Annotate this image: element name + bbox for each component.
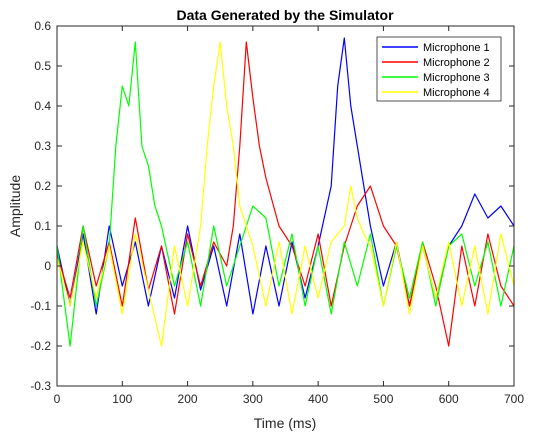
y-tick-label: 0.3 (34, 139, 51, 153)
x-tick-label: 600 (439, 392, 459, 406)
x-tick-label: 400 (308, 392, 328, 406)
plot-frame (56, 25, 515, 387)
y-axis-ticks: -0.3 -0.2 -0.1 0 0.1 0.2 0.3 0.4 0.5 0.6 (30, 19, 514, 393)
series-line-microphone-4 (56, 41, 515, 347)
x-tick-label: 0 (54, 392, 61, 406)
x-axis-label: Time (ms) (254, 415, 316, 431)
legend: Microphone 1 Microphone 2 Microphone 3 Micr… (376, 36, 502, 102)
y-tick-label: -0.2 (30, 339, 51, 353)
legend-label-1: Microphone 1 (423, 42, 490, 54)
y-tick-label: -0.3 (30, 379, 51, 393)
legend-label-4: Microphone 4 (423, 87, 490, 99)
y-tick-label: -0.1 (30, 299, 51, 313)
legend-label-2: Microphone 2 (423, 57, 490, 69)
legend-label-3: Microphone 3 (423, 72, 490, 84)
y-tick-label: 0.6 (34, 19, 51, 33)
series-line-microphone-2 (56, 41, 515, 347)
x-tick-label: 500 (373, 392, 393, 406)
y-tick-label: 0.1 (34, 219, 51, 233)
y-tick-label: 0 (44, 259, 51, 273)
x-tick-label: 200 (178, 392, 198, 406)
y-tick-label: 0.4 (34, 99, 51, 113)
x-tick-label: 300 (243, 392, 263, 406)
x-tick-label: 100 (112, 392, 132, 406)
y-axis-label: Amplitude (7, 175, 23, 237)
x-tick-label: 700 (504, 392, 524, 406)
y-tick-label: 0.2 (34, 179, 51, 193)
x-axis-ticks: 0 100 200 300 400 500 600 700 (54, 26, 524, 406)
chart-title: Data Generated by the Simulator (176, 7, 394, 23)
y-tick-label: 0.5 (34, 59, 51, 73)
series-layer (56, 37, 515, 347)
